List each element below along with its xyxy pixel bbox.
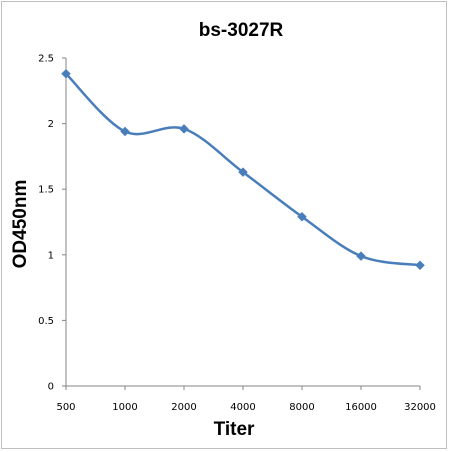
data-point-marker: [356, 251, 366, 261]
x-tick-label: 1000: [112, 402, 137, 413]
y-tick-label: 1: [48, 250, 54, 261]
data-point-marker: [61, 68, 71, 79]
x-tick-label: 2000: [171, 402, 196, 413]
y-tick-label: 0.5: [38, 316, 54, 327]
y-tick-label: 2.5: [38, 54, 54, 65]
x-tick-label: 8000: [289, 402, 314, 413]
chart-title: bs-3027R: [199, 20, 284, 41]
y-tick-label: 0: [48, 382, 54, 393]
y-tick-label: 1.5: [38, 185, 54, 196]
x-axis-label: Titer: [214, 419, 255, 440]
data-point-marker: [120, 126, 130, 137]
y-tick-label: 2: [48, 119, 54, 130]
x-tick-label: 4000: [230, 402, 255, 413]
x-tick-label: 500: [56, 402, 75, 413]
data-point-marker: [297, 211, 307, 222]
data-point-marker: [238, 167, 248, 177]
x-tick-label: 32000: [404, 402, 436, 413]
y-axis-label: OD450nm: [10, 180, 31, 269]
x-tick-label: 16000: [345, 402, 377, 413]
data-point-marker: [415, 260, 425, 271]
data-point-marker: [179, 123, 189, 134]
